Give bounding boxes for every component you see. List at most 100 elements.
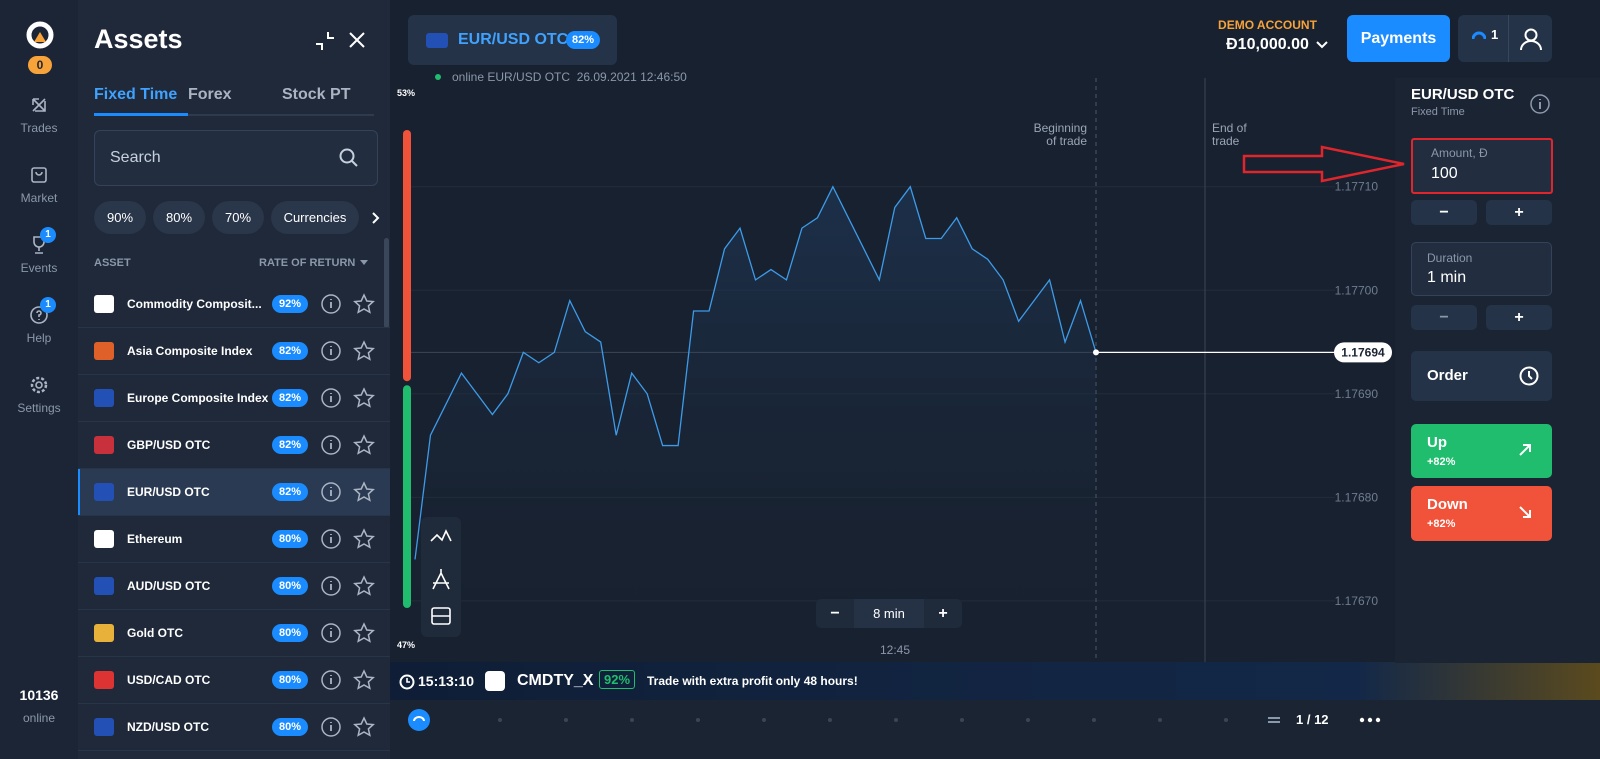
up-button[interactable]: Up +82% — [1411, 424, 1552, 478]
ticker: 15:13:10 CMDTY_X 92% Trade with extra pr… — [390, 662, 1600, 700]
asset-row[interactable]: AUD/USD OTC 80% — [78, 563, 390, 610]
asset-name: AUD/USD OTC — [127, 579, 211, 593]
order-button[interactable]: Order — [1411, 351, 1552, 401]
progress-dot — [630, 718, 634, 722]
amount-plus[interactable]: + — [1486, 200, 1552, 225]
search-box[interactable]: Search — [94, 130, 378, 186]
bottom-bar: 1 / 12 — [390, 700, 1600, 759]
price-chart: 1.17670 1.17680 1.17690 1.17700 1.17710 1.176… — [397, 78, 1392, 663]
ticker-icon — [485, 671, 505, 691]
asset-icons[interactable] — [320, 434, 380, 456]
balance-chevron[interactable] — [1315, 40, 1329, 50]
asset-icons[interactable] — [320, 293, 380, 315]
asset-icons[interactable] — [320, 669, 380, 691]
asset-flag — [94, 389, 114, 407]
badge: 0 — [28, 56, 52, 74]
nav-item[interactable]: Help 1 — [0, 297, 78, 363]
asset-actions — [320, 622, 380, 644]
asset-name: Ethereum — [127, 532, 183, 546]
filter-chip[interactable]: 80% — [153, 201, 205, 234]
ticker-rate: 92% — [599, 670, 636, 689]
order-label: Order — [1427, 367, 1468, 384]
zoom-minus[interactable]: − — [830, 605, 840, 622]
panel-controls[interactable] — [314, 30, 370, 50]
amount-minus[interactable]: − — [1411, 200, 1477, 225]
asset-icons[interactable] — [320, 340, 380, 362]
filter-chip[interactable]: 90% — [94, 201, 146, 234]
progress-dot — [1224, 718, 1228, 722]
annotation: Beginning — [1034, 121, 1087, 135]
tab[interactable]: Stock PT — [282, 86, 351, 103]
profile-icon — [1520, 28, 1542, 51]
zoom-plus[interactable]: + — [938, 605, 948, 622]
asset-name: USD/CAD OTC — [127, 673, 211, 687]
filters-next[interactable] — [370, 210, 382, 226]
ticker-message[interactable]: Trade with extra profit only 48 hours! — [647, 674, 858, 688]
chart-tools[interactable] — [421, 517, 461, 637]
asset-icons[interactable] — [320, 481, 380, 503]
duration-box[interactable]: Duration 1 min — [1411, 242, 1552, 296]
more-icon[interactable] — [1358, 715, 1382, 725]
asset-row[interactable]: GBP/USD OTC 82% — [78, 422, 390, 469]
profile-box[interactable]: 1 — [1458, 15, 1552, 62]
divider — [1508, 15, 1509, 62]
info-icon[interactable] — [1529, 93, 1551, 115]
asset-flag — [94, 295, 114, 313]
asset-icons[interactable] — [320, 622, 380, 644]
y-tick-label: 1.17680 — [1335, 490, 1379, 504]
down-button[interactable]: Down +82% — [1411, 486, 1552, 541]
zoom-value: 8 min — [854, 599, 924, 628]
asset-icons[interactable] — [320, 575, 380, 597]
asset-tab[interactable]: EUR/USD OTC 82% — [408, 15, 617, 65]
asset-row[interactable]: EUR/USD OTC 82% — [78, 469, 390, 516]
payments-button[interactable]: Payments — [1347, 15, 1450, 62]
x-axis-label: 12:45 — [879, 643, 911, 657]
asset-actions — [320, 293, 380, 315]
asset-row[interactable]: NZD/USD OTC 80% — [78, 704, 390, 751]
filter-chip[interactable]: 70% — [212, 201, 264, 234]
asset-rate: 80% — [272, 718, 308, 736]
asset-icons[interactable] — [320, 716, 380, 738]
asset-icons[interactable] — [320, 387, 380, 409]
tab[interactable]: Fixed Time — [94, 86, 178, 103]
column-rate: RATE OF RETURN — [259, 257, 356, 269]
amount-box[interactable]: Amount, Đ 100 — [1411, 138, 1553, 194]
column-asset: ASSET — [94, 257, 131, 269]
asset-name: GBP/USD OTC — [127, 438, 211, 452]
tab[interactable]: Forex — [188, 86, 232, 103]
nav-label: Trades — [20, 121, 58, 135]
progress-dot — [1158, 718, 1162, 722]
asset-row[interactable]: USD/CAD OTC 80% — [78, 657, 390, 704]
asset-icons[interactable] — [320, 528, 380, 550]
progress-dot — [696, 718, 700, 722]
order-icon — [1519, 366, 1539, 386]
price-line — [414, 185, 1097, 560]
balance[interactable]: Đ10,000.00 — [1226, 36, 1309, 53]
nav-item[interactable]: Settings — [0, 373, 78, 433]
sort-icon[interactable] — [359, 258, 369, 266]
filter-chip[interactable]: Currencies — [271, 201, 359, 234]
asset-row[interactable]: Gold OTC 80% — [78, 610, 390, 657]
asset-row[interactable]: Europe Composite Index 82% — [78, 375, 390, 422]
nav-item[interactable]: Trades — [0, 93, 78, 153]
asset-flag — [94, 530, 114, 548]
nav-item[interactable]: Events 1 — [0, 227, 78, 293]
ticker-page: 1 / 12 — [1296, 712, 1329, 727]
asset-name: Europe Composite Index — [127, 391, 269, 405]
duration-minus[interactable]: − — [1411, 305, 1477, 330]
up-icon — [1519, 444, 1531, 456]
nav-item[interactable]: Market — [0, 163, 78, 223]
asset-name: Gold OTC — [127, 626, 183, 640]
asset-row[interactable]: Commodity Composit... 92% — [78, 281, 390, 328]
current-point — [1093, 349, 1099, 356]
asset-flag — [94, 671, 114, 689]
amount-label: Amount, Đ — [1431, 146, 1488, 160]
asset-flag — [94, 342, 114, 360]
nav-label: Help — [26, 331, 52, 345]
duration-plus[interactable]: + — [1486, 305, 1552, 330]
sentiment-bar — [403, 385, 411, 608]
asset-row[interactable]: Ethereum 80% — [78, 516, 390, 563]
trade-mode: Fixed Time — [1411, 106, 1465, 118]
asset-row[interactable]: Asia Composite Index 82% — [78, 328, 390, 375]
down-icon — [1519, 506, 1531, 518]
